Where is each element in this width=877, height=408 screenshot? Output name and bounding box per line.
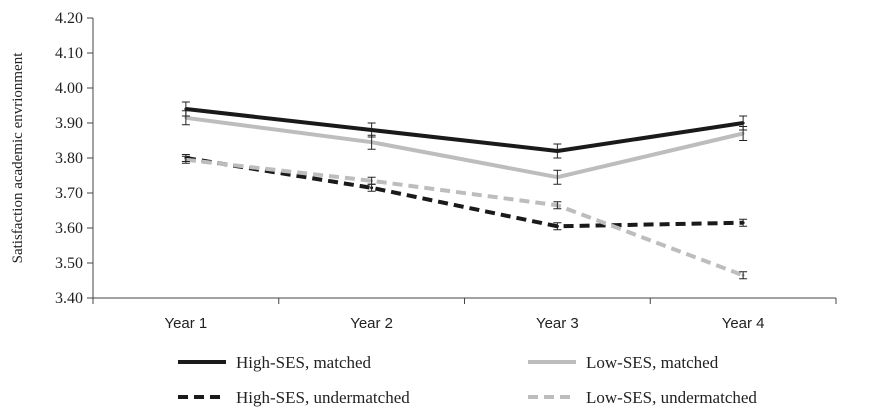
y-tick-label: 4.00 [55, 80, 83, 97]
y-tick-label: 3.60 [55, 220, 83, 237]
legend: High-SES, matched Low-SES, matched High-SE… [178, 353, 757, 407]
y-tick-label: 3.40 [55, 290, 83, 307]
y-tick-label: 4.10 [55, 45, 83, 62]
error-bars [181, 101, 748, 280]
axes: Satisfaction academic envrionment [10, 18, 836, 299]
y-tick-label: 3.50 [55, 255, 83, 272]
y-tick-label: 4.20 [55, 10, 83, 27]
y-ticks: 3.40 3.50 3.60 3.70 3.80 3.90 4.00 4.10 4.20 [55, 10, 93, 307]
y-tick-label: 3.80 [55, 150, 83, 167]
legend-label: Low-SES, matched [586, 353, 719, 372]
x-tick-label: Year 3 [536, 315, 579, 332]
legend-label: High-SES, matched [236, 353, 372, 372]
y-tick-label: 3.70 [55, 185, 83, 202]
x-tick-label: Year 4 [722, 315, 765, 332]
series-line [185, 107, 744, 153]
legend-label: High-SES, undermatched [236, 388, 410, 407]
x-tick-label: Year 1 [164, 315, 207, 332]
x-ticks: Year 1 Year 2 Year 3 Year 4 [92, 298, 837, 332]
series-line [185, 156, 744, 229]
legend-label: Low-SES, undermatched [586, 388, 757, 407]
x-tick-label: Year 2 [350, 315, 393, 332]
series-line [185, 115, 744, 180]
y-tick-label: 3.90 [55, 115, 83, 132]
series-lines [184, 107, 745, 278]
series-line [185, 157, 744, 278]
y-axis-label: Satisfaction academic envrionment [10, 52, 26, 264]
